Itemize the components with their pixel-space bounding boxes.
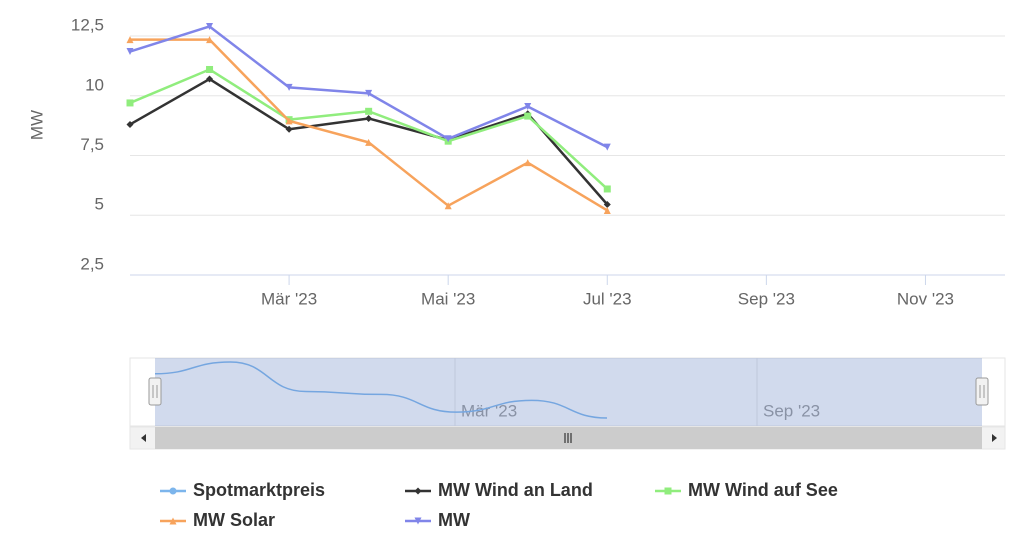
navigator-tick-label: Mär '23: [461, 401, 517, 420]
legend-item[interactable]: MW: [405, 510, 470, 530]
marker: [603, 185, 611, 193]
marker: [285, 83, 293, 91]
y-tick-label: 7,5: [80, 135, 104, 154]
handle-grip: [152, 385, 158, 398]
marker: [414, 517, 422, 525]
y-tick-label: 12,5: [71, 16, 104, 35]
marker: [365, 107, 373, 115]
legend-label: MW: [438, 510, 470, 530]
marker: [126, 120, 134, 128]
legend-item[interactable]: MW Solar: [160, 510, 275, 530]
y-tick-label: 10: [85, 75, 104, 94]
marker: [603, 206, 611, 214]
marker: [206, 65, 214, 73]
scroll-left[interactable]: [141, 434, 146, 442]
y-tick-label: 2,5: [80, 254, 104, 273]
marker: [126, 36, 134, 44]
legend-label: MW Wind an Land: [438, 480, 593, 500]
x-tick-label: Mär '23: [261, 289, 317, 308]
marker: [524, 112, 532, 120]
series-line: [129, 68, 609, 190]
marker: [524, 159, 532, 167]
navigator-tick-label: Sep '23: [763, 401, 820, 420]
marker: [664, 487, 672, 495]
marker: [444, 202, 452, 210]
marker: [126, 48, 134, 56]
navigator-line: [154, 361, 608, 419]
navigator-handle[interactable]: [975, 377, 989, 406]
marker: [414, 487, 422, 495]
marker: [206, 75, 214, 83]
y-tick-label: 5: [95, 195, 104, 214]
marker: [206, 36, 214, 44]
legend-item[interactable]: MW Wind an Land: [405, 480, 593, 500]
marker: [444, 135, 452, 143]
marker: [169, 487, 177, 495]
marker: [365, 89, 373, 97]
handle-grip: [979, 385, 985, 398]
x-tick-label: Mai '23: [421, 289, 475, 308]
navigator-mask: [155, 358, 982, 426]
legend-item[interactable]: Spotmarktpreis: [160, 480, 325, 500]
scrollbar-grip: [564, 433, 572, 443]
marker: [365, 138, 373, 146]
legend-item[interactable]: MW Wind auf See: [655, 480, 838, 500]
legend-label: MW Solar: [193, 510, 275, 530]
marker: [524, 103, 532, 111]
navigator[interactable]: [129, 357, 1006, 427]
marker: [285, 125, 293, 133]
x-tick-label: Nov '23: [897, 289, 954, 308]
series-line: [129, 25, 608, 149]
scroll-right[interactable]: [992, 434, 997, 442]
navigator-handle[interactable]: [148, 377, 162, 406]
marker: [206, 22, 214, 30]
marker: [169, 517, 177, 525]
marker: [603, 143, 611, 151]
legend-label: Spotmarktpreis: [193, 480, 325, 500]
marker: [285, 117, 293, 125]
marker: [126, 99, 134, 107]
x-tick-label: Jul '23: [583, 289, 632, 308]
marker: [603, 201, 611, 209]
y-axis-label: MW: [27, 110, 46, 140]
legend-label: MW Wind auf See: [688, 480, 838, 500]
x-tick-label: Sep '23: [738, 289, 795, 308]
marker: [365, 114, 373, 122]
